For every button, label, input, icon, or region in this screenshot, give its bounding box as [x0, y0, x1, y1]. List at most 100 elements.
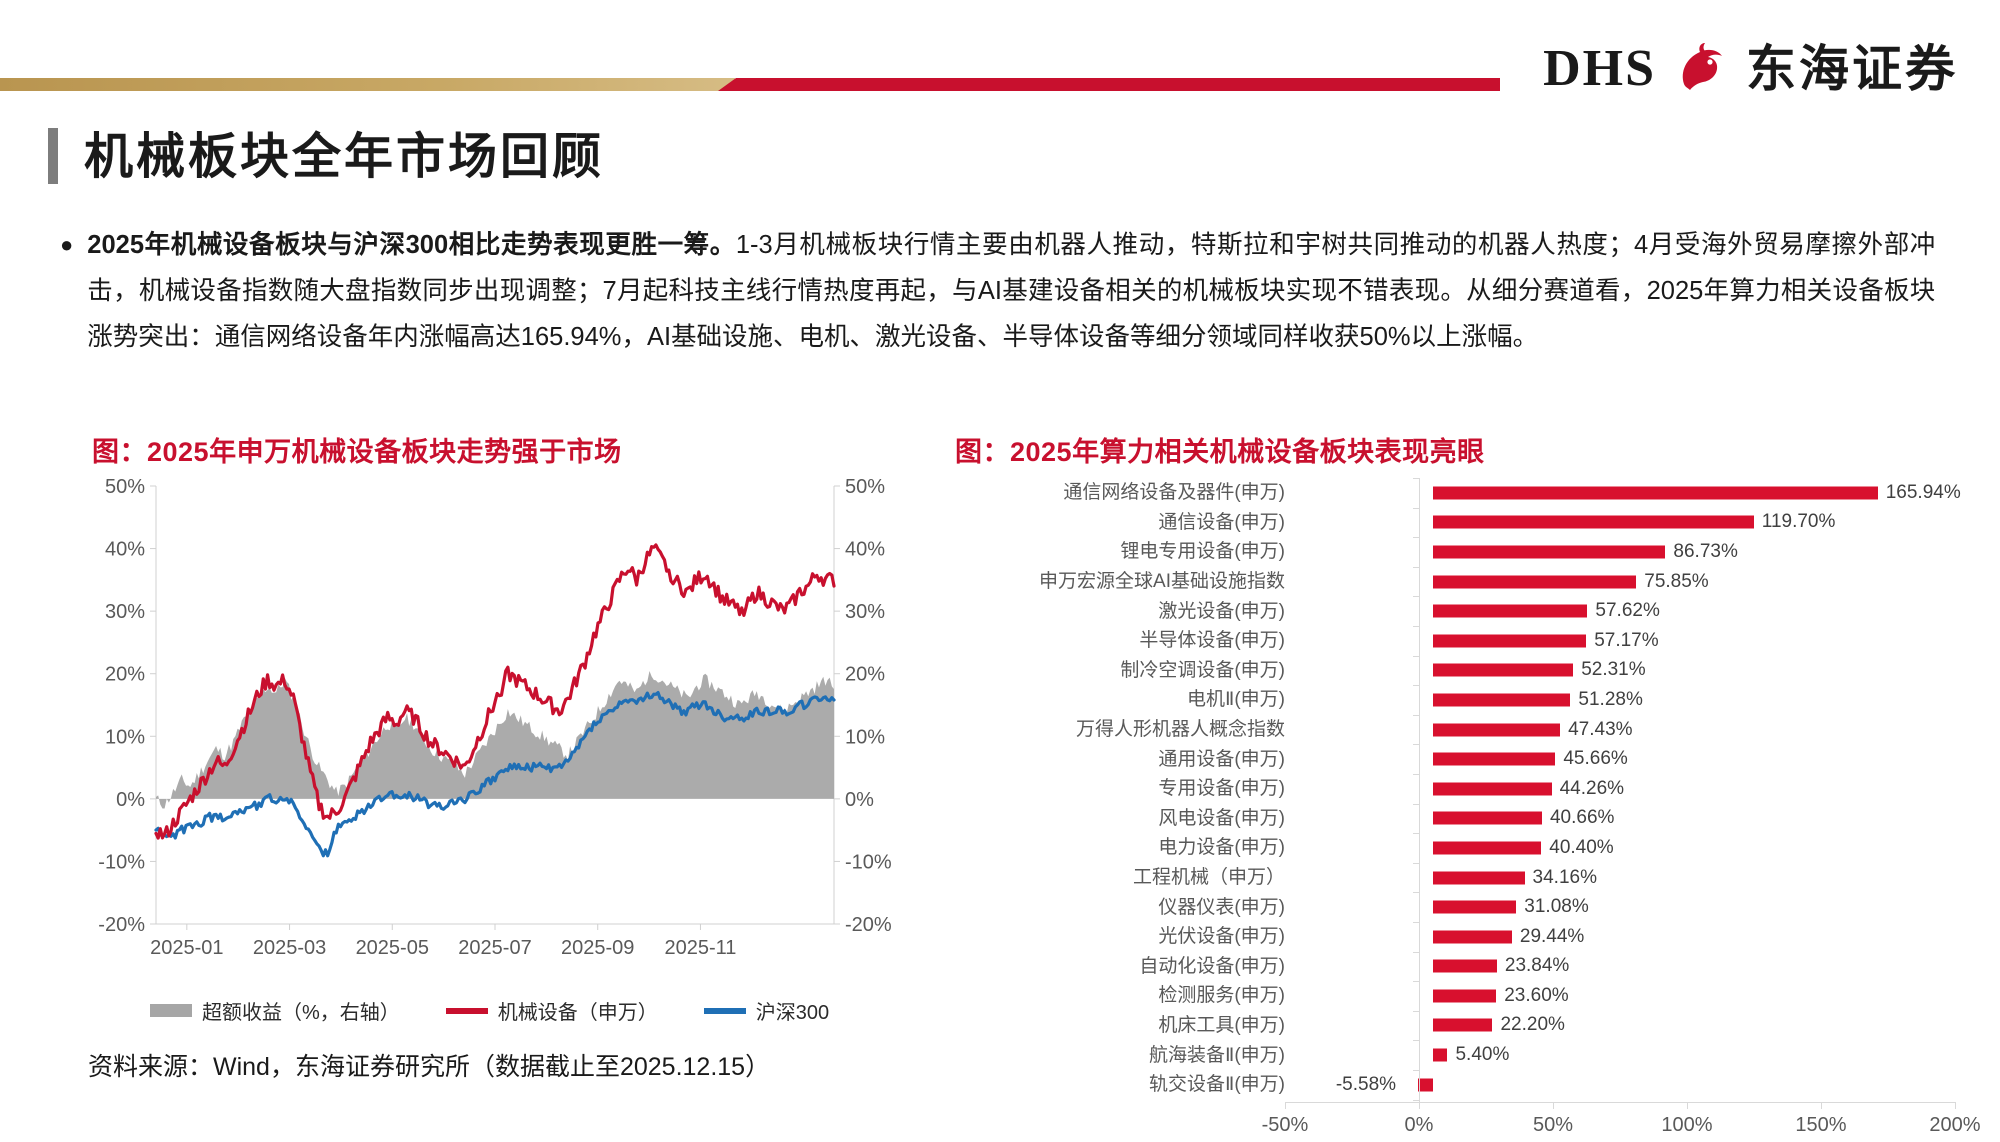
bar-value-label: 22.20% — [1500, 1014, 1565, 1036]
body-paragraph-lead: 2025年机械设备板块与沪深300相比走势表现更胜一筹。 — [87, 231, 736, 259]
bar-track: 34.16% — [1299, 863, 1955, 893]
logo-latin-text: DHS — [1543, 40, 1656, 97]
bar-value-label: 57.17% — [1594, 629, 1659, 651]
bullet-dot-icon: ● — [60, 232, 74, 257]
bar-chart-row: 通用设备(申万) 45.66% — [955, 744, 1955, 774]
logo-chinese-text: 东海证券 — [1746, 41, 1958, 97]
bar — [1433, 723, 1561, 737]
bar-category-label: 电力设备(申万) — [1158, 837, 1285, 859]
x-axis-tick-label: 2025-01 — [150, 937, 223, 959]
x-axis-tick-label: 2025-07 — [458, 937, 531, 959]
bar-chart-row: 通信网络设备及器件(申万) 165.94% — [955, 478, 1960, 508]
bar-track: 57.62% — [1299, 596, 1955, 626]
bar-category-label: 仪器仪表(申万) — [1158, 896, 1285, 918]
bar-value-label: 40.66% — [1549, 807, 1615, 829]
line-chart-legend: 超额收益（%，右轴） 机械设备（申万） 沪深300 — [150, 996, 829, 1025]
y-axis-tick-mark — [1413, 596, 1419, 598]
series-excess-return-area — [156, 670, 834, 809]
legend-swatch — [703, 1007, 746, 1014]
bar-value-label: 75.85% — [1644, 570, 1709, 592]
bar-category-label: 风电设备(申万) — [1158, 807, 1285, 829]
bar — [1433, 782, 1552, 796]
y-axis-tick-mark — [1413, 507, 1419, 509]
y-axis-tick-label: -10% — [98, 851, 145, 873]
bar — [1433, 634, 1587, 648]
y2-axis-tick-label: 30% — [845, 601, 885, 623]
bar-chart-row: 锂电专用设备(申万) 86.73% — [955, 537, 1955, 567]
bar-track: 57.17% — [1299, 626, 1955, 656]
bar-track: 22.20% — [1299, 1011, 1955, 1041]
bar — [1433, 871, 1525, 885]
bar — [1433, 515, 1754, 529]
left-chart-title: 图：2025年申万机械设备板块走势强于市场 — [92, 437, 622, 467]
y2-axis-tick-label: 20% — [845, 664, 885, 686]
bar-track: 45.66% — [1299, 744, 1955, 774]
y2-axis-tick-label: 0% — [845, 789, 874, 811]
bar-category-label: 轨交设备Ⅱ(申万) — [1148, 1074, 1285, 1096]
bar-category-label: 半导体设备(申万) — [1139, 630, 1285, 652]
company-logo: DHS 东海证券 — [1543, 38, 1958, 100]
bar-value-label: 29.44% — [1519, 925, 1585, 947]
bar — [1433, 1048, 1448, 1062]
bar-chart-row: 航海装备Ⅱ(申万) 5.40% — [955, 1040, 1955, 1070]
y-axis-tick-mark — [1413, 744, 1419, 746]
bar-chart-row: 仪器仪表(申万) 31.08% — [955, 892, 1955, 922]
x-axis-tick-mark — [1553, 1101, 1554, 1109]
legend-item: 沪深300 — [703, 996, 829, 1025]
y-axis-tick-mark — [1413, 774, 1419, 775]
bar-track: 23.84% — [1299, 952, 1955, 982]
bar-category-label: 机床工具(申万) — [1158, 1014, 1285, 1036]
bar-track: 47.43% — [1299, 715, 1955, 745]
bar-category-label: 专用设备(申万) — [1158, 778, 1285, 800]
bar-chart-row: 半导体设备(申万) 57.17% — [955, 626, 1955, 656]
bar — [1433, 1018, 1493, 1032]
legend-label: 超额收益（%，右轴） — [202, 1002, 400, 1024]
x-axis-tick-label: 2025-05 — [356, 937, 429, 959]
bar — [1433, 959, 1497, 973]
bar-category-label: 电机Ⅱ(申万) — [1186, 689, 1285, 711]
bar — [1433, 752, 1556, 766]
header-gold-bar — [0, 78, 735, 91]
legend-swatch — [445, 1007, 488, 1014]
bar-category-label: 通信网络设备及器件(申万) — [1063, 482, 1285, 504]
bar-chart-row: 电机Ⅱ(申万) 51.28% — [955, 685, 1955, 715]
page-title: 机械板块全年市场回顾 — [84, 128, 605, 184]
page-title-container: 机械板块全年市场回顾 — [48, 128, 604, 184]
y-axis-tick-mark — [1413, 922, 1419, 923]
bar-category-label: 自动化设备(申万) — [1139, 955, 1285, 977]
bar-value-label: 86.73% — [1673, 540, 1738, 562]
bar — [1433, 811, 1542, 825]
x-axis-line — [1285, 1101, 1955, 1103]
bar-category-label: 锂电专用设备(申万) — [1120, 541, 1285, 563]
header-red-bar — [718, 78, 1500, 91]
bar-chart-row: 通信设备(申万) 119.70% — [955, 508, 1955, 538]
bar-value-label: 51.28% — [1578, 688, 1643, 710]
bar-chart-row: 风电设备(申万) 40.66% — [955, 804, 1955, 834]
bar-track: 44.26% — [1299, 774, 1955, 804]
x-axis-tick-label: 100% — [1661, 1113, 1713, 1136]
y-axis-tick-mark — [1413, 1070, 1419, 1071]
bar-value-label: 52.31% — [1581, 659, 1646, 681]
bar-value-label: -5.58% — [1335, 1073, 1397, 1095]
body-paragraph: 2025年机械设备板块与沪深300相比走势表现更胜一筹。1-3月机械板块行情主要… — [87, 222, 1935, 360]
body-bullet: ● 2025年机械设备板块与沪深300相比走势表现更胜一筹。1-3月机械板块行情… — [60, 222, 1960, 360]
legend-item: 超额收益（%，右轴） — [150, 996, 400, 1025]
y-axis-tick-mark — [1413, 1010, 1419, 1012]
x-axis-tick-label: 2025-11 — [664, 937, 736, 959]
series-machinery-line — [154, 543, 836, 840]
bar-chart-row: 申万宏源全球AI基础设施指数 75.85% — [955, 567, 1955, 597]
title-accent-bar — [48, 128, 58, 184]
bar-track: 40.40% — [1299, 833, 1955, 863]
y-axis-tick-mark — [1413, 537, 1419, 539]
y-axis-tick-mark — [1413, 892, 1419, 894]
x-axis-tick-mark — [1419, 1101, 1420, 1109]
bar — [1433, 486, 1878, 500]
series-hs300-line — [154, 691, 836, 858]
bar — [1433, 900, 1517, 914]
y-axis-tick-label: -20% — [98, 914, 145, 936]
bar — [1433, 604, 1588, 618]
bar-category-label: 申万宏源全球AI基础设施指数 — [1039, 571, 1285, 593]
bar-track: 75.85% — [1299, 567, 1955, 597]
legend-swatch — [150, 1004, 192, 1017]
bar-chart-row: 激光设备(申万) 57.62% — [955, 596, 1955, 626]
